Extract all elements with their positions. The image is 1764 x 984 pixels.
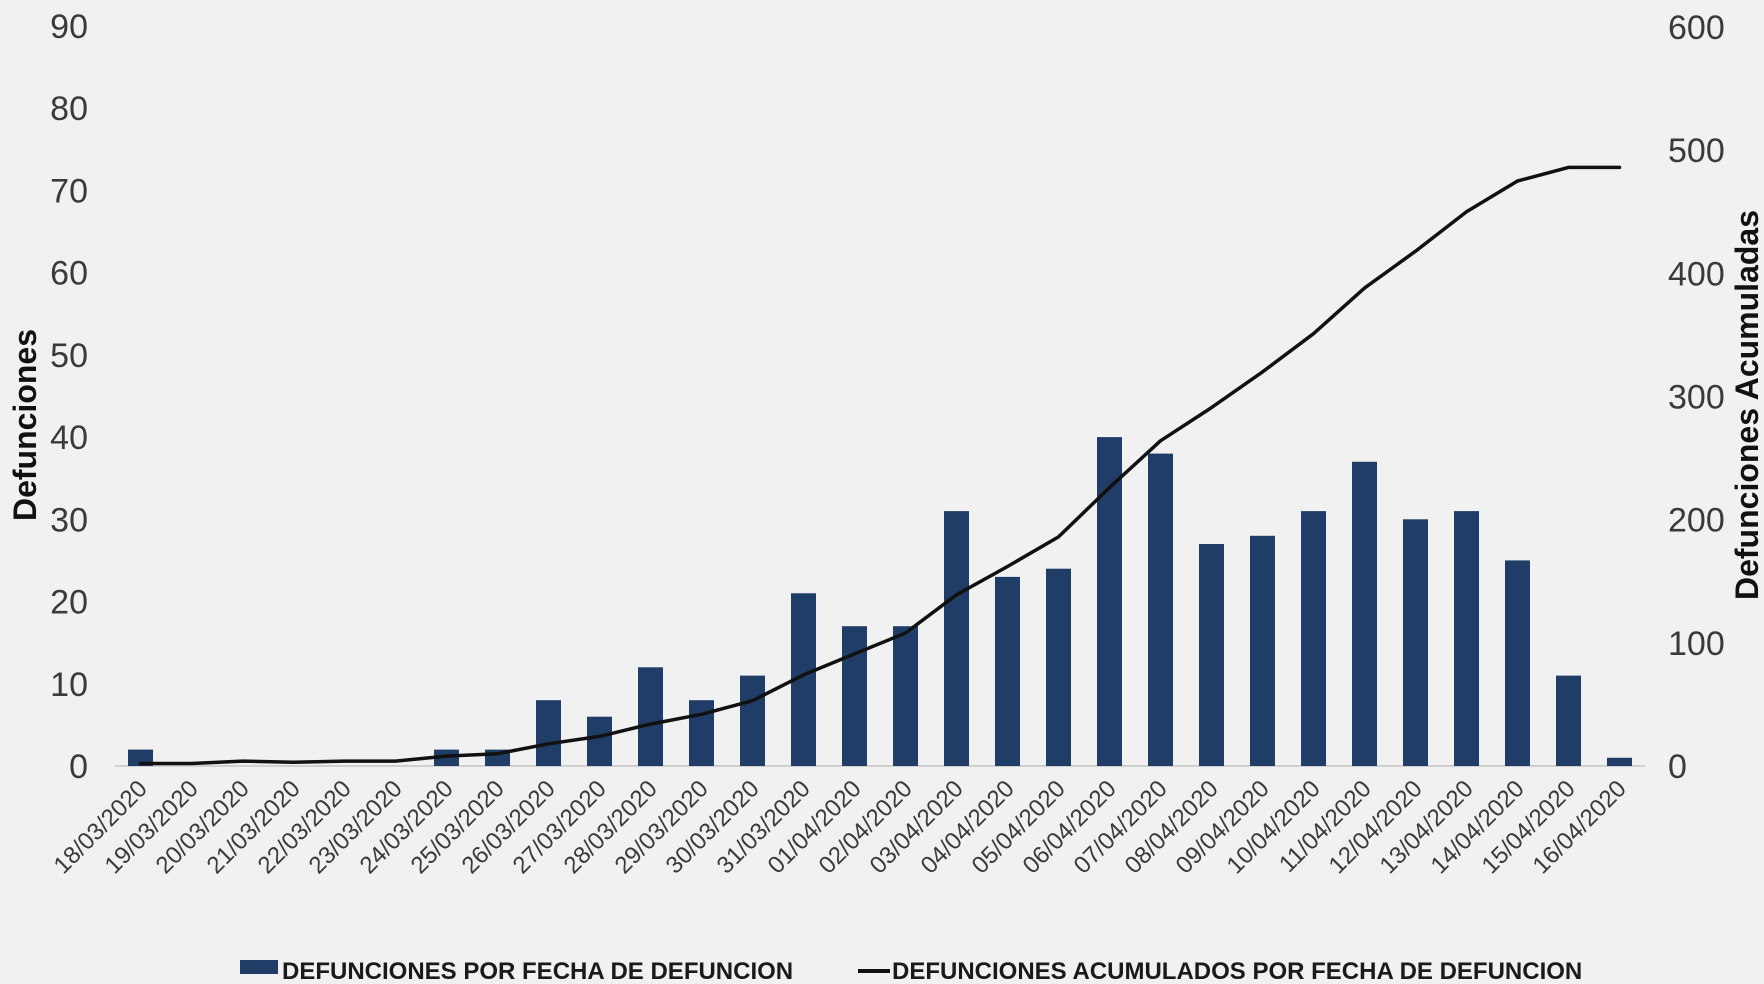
legend: DEFUNCIONES POR FECHA DE DEFUNCION DEFUN… bbox=[240, 958, 1582, 984]
bar bbox=[587, 717, 612, 766]
y-right-tick-label: 600 bbox=[1668, 9, 1725, 47]
bar bbox=[536, 700, 561, 766]
bar bbox=[1046, 569, 1071, 766]
y-left-tick-label: 50 bbox=[50, 337, 88, 375]
y-left-tick-label: 80 bbox=[50, 90, 88, 128]
bar bbox=[1352, 462, 1377, 766]
y-left-tick-label: 20 bbox=[50, 584, 88, 622]
y-right-tick-label: 300 bbox=[1668, 379, 1725, 417]
y-left-tick-label: 40 bbox=[50, 419, 88, 457]
y-right-tick-label: 0 bbox=[1668, 748, 1687, 786]
legend-line-label: DEFUNCIONES ACUMULADOS POR FECHA DE DEFU… bbox=[892, 958, 1582, 984]
y-right-tick-label: 400 bbox=[1668, 255, 1725, 293]
y-left-tick-label: 0 bbox=[69, 748, 88, 786]
bar bbox=[1199, 544, 1224, 766]
bar bbox=[638, 667, 663, 766]
legend-bar-label: DEFUNCIONES POR FECHA DE DEFUNCION bbox=[282, 958, 793, 984]
bar bbox=[893, 626, 918, 766]
y-left-tick-label: 90 bbox=[50, 8, 88, 46]
y-right-axis-title: Defunciones Acumuladas bbox=[1729, 210, 1764, 600]
bar bbox=[1556, 676, 1581, 766]
bar bbox=[995, 577, 1020, 766]
bar bbox=[1403, 519, 1428, 766]
bar bbox=[944, 511, 969, 766]
bar bbox=[1148, 454, 1173, 766]
legend-bar-swatch bbox=[240, 960, 278, 974]
bar bbox=[740, 676, 765, 766]
y-right-tick-label: 200 bbox=[1668, 502, 1725, 540]
y-left-tick-label: 70 bbox=[50, 172, 88, 210]
bar bbox=[1454, 511, 1479, 766]
bar bbox=[1250, 536, 1275, 766]
bar bbox=[689, 700, 714, 766]
bar bbox=[1301, 511, 1326, 766]
bar bbox=[1607, 758, 1632, 766]
bar bbox=[842, 626, 867, 766]
y-left-tick-label: 60 bbox=[50, 255, 88, 293]
y-left-tick-label: 10 bbox=[50, 666, 88, 704]
bar bbox=[1505, 560, 1530, 766]
y-right-tick-label: 100 bbox=[1668, 625, 1725, 663]
y-left-tick-label: 30 bbox=[50, 501, 88, 539]
y-right-tick-label: 500 bbox=[1668, 132, 1725, 170]
y-left-axis-title: Defunciones bbox=[7, 329, 43, 521]
